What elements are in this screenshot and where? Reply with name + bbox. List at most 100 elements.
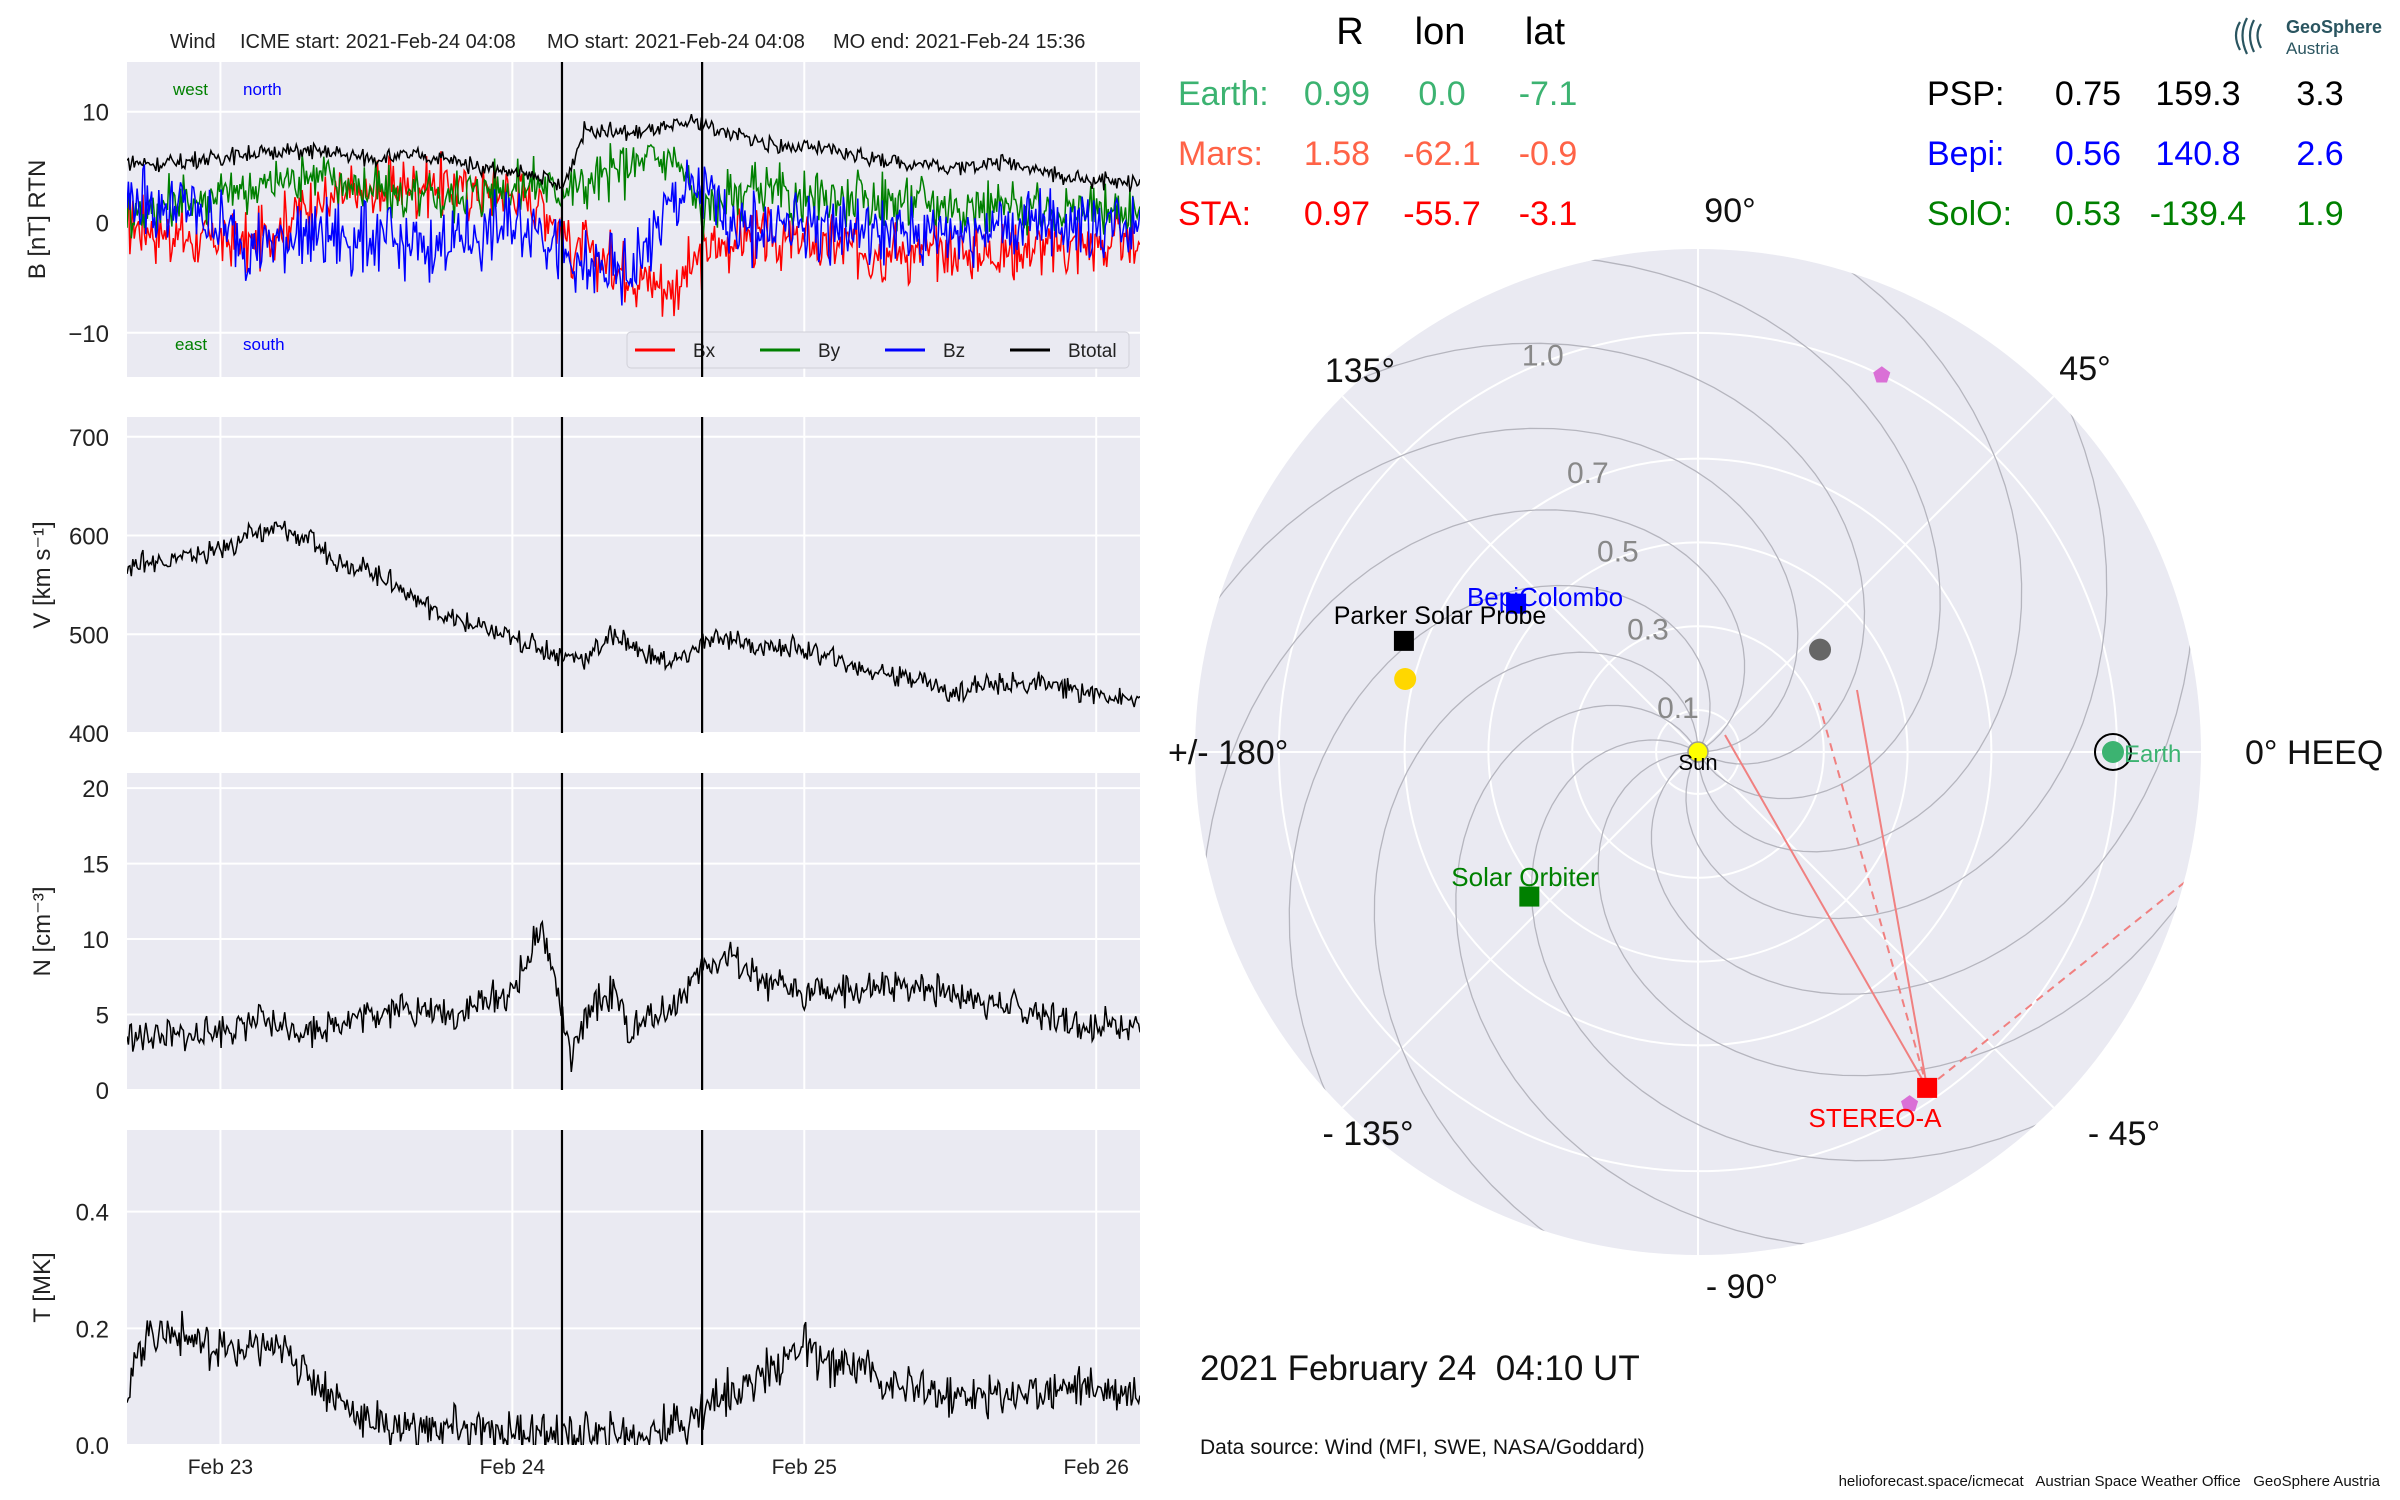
label-east: east (175, 335, 207, 354)
marker-bepicolombo (1506, 593, 1527, 614)
y-axis-label: T [MK] (29, 1252, 56, 1322)
y-axis-label: B [nT] RTN (24, 160, 51, 280)
timestamp: 2021 February 24 04:10 UT (1200, 1349, 1640, 1388)
panel-data (127, 520, 1140, 708)
logo-line2: Austria (2286, 39, 2339, 58)
row-label: SolO: (1927, 195, 2012, 233)
logo-line1: GeoSphere (2286, 17, 2382, 37)
angle-label: - 45° (2088, 1115, 2160, 1153)
row-lat: 1.9 (2296, 195, 2343, 233)
y-tick-label: −10 (68, 321, 109, 348)
legend-label-by: By (818, 341, 841, 362)
angle-label: +/- 180° (1168, 734, 1288, 772)
series-line-by (127, 143, 1140, 242)
panel-data (127, 1310, 1140, 1445)
label-north: north (243, 80, 282, 99)
fov-line-dashed (1926, 869, 2201, 1089)
series-line-btotal (127, 114, 1140, 192)
y-tick-label: 10 (82, 100, 109, 127)
y-tick-label: 0 (96, 1078, 109, 1105)
y-tick-label: 0.4 (76, 1200, 109, 1227)
series-line-density (127, 919, 1140, 1072)
table-header-lon: lon (1415, 11, 1466, 53)
legend-label-bx: Bx (693, 341, 716, 362)
row-lat: -7.1 (1519, 75, 1578, 113)
spacecraft-name: Wind (170, 31, 216, 53)
label-south: south (243, 335, 285, 354)
legend-box (626, 331, 1130, 369)
object-label-stereo-a: STEREO-A (1809, 1103, 1943, 1133)
object-label-sun: Sun (1678, 750, 1717, 775)
r-tick-label: 0.5 (1597, 535, 1639, 568)
marker-parker-solar-probe (1393, 630, 1414, 651)
y-tick-label: 0 (96, 210, 109, 237)
parker-spiral (1373, 651, 1970, 1255)
row-lat: -3.1 (1519, 195, 1578, 233)
y-tick-label: 600 (69, 524, 109, 551)
x-tick-label: Feb 23 (188, 1456, 253, 1479)
legend-label-bz: Bz (943, 341, 965, 362)
row-lon: -139.4 (2150, 195, 2246, 233)
panel-speed: 400 500 600 700 V [km s⁻¹] (29, 417, 1140, 748)
table-header-lat: lat (1525, 11, 1566, 53)
row-lat: 3.3 (2296, 75, 2343, 113)
panel-magnetic-field: −10 0 10 B [nT] RTN west north east south Bx By Bz… (24, 62, 1140, 377)
r-tick-label: 0.3 (1627, 614, 1669, 647)
y-tick-label: 10 (82, 927, 109, 954)
y-axis-label: V [km s⁻¹] (29, 521, 56, 628)
fov-line (1856, 689, 1929, 1089)
row-lat: 2.6 (2296, 135, 2343, 173)
row-lon: 140.8 (2155, 135, 2240, 173)
series-line-bz (127, 159, 1140, 306)
row-r: 0.75 (2055, 75, 2121, 113)
row-lon: -55.7 (1403, 195, 1481, 233)
series-line-bx (127, 151, 1140, 317)
time-series-header: Wind ICME start: 2021-Feb-24 04:08 MO st… (170, 31, 1085, 53)
icme-start-label: ICME start: 2021-Feb-24 04:08 (240, 31, 516, 53)
y-tick-label: 15 (82, 852, 109, 879)
y-tick-label: 0.2 (76, 1316, 109, 1343)
y-tick-label: 700 (69, 425, 109, 452)
row-label: PSP: (1927, 75, 2004, 113)
marker-sun (1687, 741, 1709, 763)
parker-spiral (1195, 427, 1799, 1024)
marker-mars (1873, 366, 1891, 383)
angle-label: 135° (1325, 352, 1395, 390)
geosphere-logo: GeoSphere Austria (2234, 17, 2382, 58)
object-label-earth: Earth (2124, 741, 2181, 768)
angle-label: 45° (2059, 350, 2110, 388)
legend-label-btotal: Btotal (1068, 341, 1117, 362)
table-header-r: R (1336, 11, 1363, 53)
object-label-bepicolombo: BepiColombo (1467, 582, 1623, 612)
parker-spiral (1597, 480, 2201, 1077)
fov-line-dashed (1817, 699, 1929, 1089)
row-r: 0.99 (1304, 75, 1370, 113)
footer-credits: helioforecast.space/icmecat Austrian Spa… (1839, 1473, 2381, 1490)
label-west: west (172, 80, 208, 99)
parker-spiral (1426, 249, 2023, 853)
r-tick-label: 0.7 (1567, 457, 1609, 490)
row-r: 0.97 (1304, 195, 1370, 233)
series-line-speed (127, 520, 1140, 708)
marker-earth (2101, 741, 2124, 763)
angle-label: 0° HEEQ (2245, 734, 2383, 772)
angle-label: - 90° (1706, 1268, 1778, 1306)
marker-venus (1394, 667, 1417, 690)
r-tick-label: 0.1 (1657, 692, 1699, 725)
earth-ring (2093, 733, 2132, 771)
mo-start-label: MO start: 2021-Feb-24 04:08 (547, 31, 805, 53)
r-tick-label: 1.0 (1522, 340, 1564, 373)
x-tick-label: Feb 26 (1064, 1456, 1129, 1479)
geosphere-logo-icon (2234, 17, 2262, 55)
orbit-polar-plot: 0.1 0.3 0.5 0.7 1.0 0° HEEQ 45° 90° 135° +/- 180°… (1168, 192, 2383, 1306)
y-axis-label: N [cm⁻³] (29, 887, 56, 977)
row-lat: -0.9 (1519, 135, 1578, 173)
angle-label: - 135° (1322, 1115, 1413, 1153)
angle-label: 90° (1704, 192, 1755, 230)
panel-background (127, 773, 1140, 1090)
row-label: Bepi: (1927, 135, 2005, 173)
marker-mars2 (1901, 1095, 1919, 1112)
time-series-panels: −10 0 10 B [nT] RTN west north east south Bx By Bz… (24, 62, 1140, 1479)
row-label: Mars: (1178, 135, 1263, 173)
